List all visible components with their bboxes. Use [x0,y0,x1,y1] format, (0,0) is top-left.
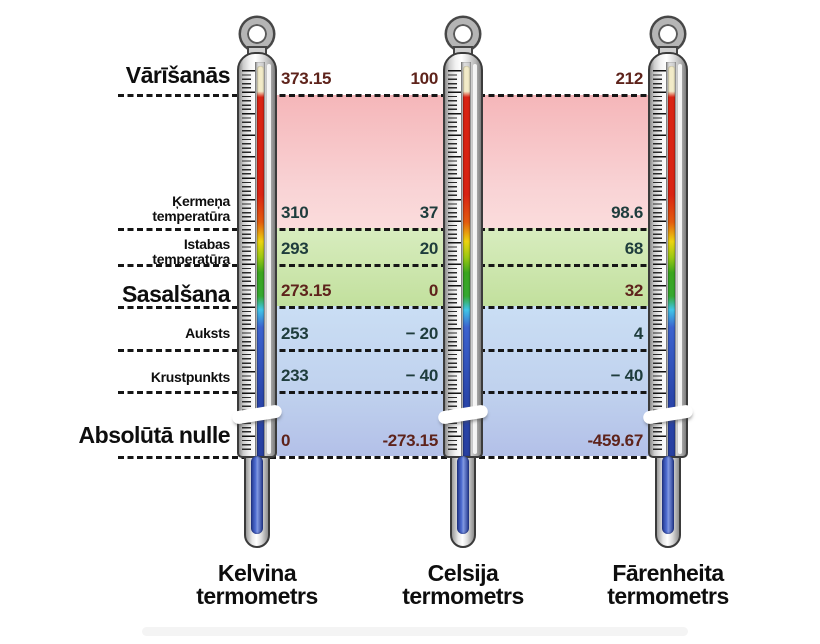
dashed-line-freezing [118,306,650,309]
dashed-line-absolute-zero [118,456,650,459]
value-celsius-freezing: 0 [428,281,438,300]
value-kelvin-freezing: 273.15 [281,281,332,300]
dashed-line-cross-point [118,391,650,394]
thermometer-name-fahrenheit: Fārenheita termometrs [573,562,763,608]
row-label-cross-point: Krustpunkts [150,369,230,385]
value-kelvin-room-temperature: 293 [281,239,309,258]
row-label-body-temperature-line2: temperatūra [152,208,230,224]
mercury-column [667,66,675,456]
dashed-line-room-temperature [118,264,650,267]
thermometer-name-kelvin-line1: Kelvina [217,560,297,586]
glass-tube [648,52,688,458]
bulb-fluid [251,456,263,534]
row-label-room-temperature-line2: temperatūra [152,251,230,267]
value-celsius-room-temperature: 20 [419,239,439,258]
value-fahrenheit-absolute-zero: -459.67 [587,431,643,450]
thermometer-name-celsius-line1: Celsija [427,560,499,586]
value-fahrenheit-freezing: 32 [624,281,644,300]
row-label-freezing: Sasalšana [121,281,231,307]
row-label-body-temperature: Ķermeņa temperatūra [10,194,230,224]
thermometer-name-kelvin: Kelvina termometrs [162,562,352,608]
thermometer-kelvin [231,16,283,548]
thermometer-fahrenheit [642,16,694,548]
bulb-fluid [662,456,674,534]
thermometer-name-fahrenheit-line2: termometrs [607,583,729,609]
glass-highlight [678,64,682,454]
glass-highlight [267,64,271,454]
row-label-absolute-zero: Absolūtā nulle [78,422,231,448]
value-fahrenheit-room-temperature: 68 [624,239,644,258]
value-fahrenheit-cross-point: − 40 [610,366,644,385]
tick-marks-major [242,70,256,450]
thermometer-name-kelvin-line2: termometrs [196,583,318,609]
value-kelvin-body-temperature: 310 [281,203,309,222]
value-kelvin-boiling: 373.15 [281,69,332,88]
value-celsius-boiling: 100 [410,69,439,88]
value-kelvin-cold: 253 [281,324,309,343]
dashed-line-body-temperature [118,228,650,231]
thermometer-name-celsius: Celsija termometrs [368,562,558,608]
row-label-boiling: Vārīšanās [125,62,231,88]
thermometer-celsius [437,16,489,548]
value-kelvin-cross-point: 233 [281,366,309,385]
tick-marks-major [448,70,462,450]
glass-highlight [473,64,477,454]
value-fahrenheit-body-temperature: 98.6 [611,203,643,222]
mercury-column [256,66,264,456]
bulb-fluid [457,456,469,534]
tick-marks-major [653,70,667,450]
row-label-room-temperature: Istabas temperatūra [10,237,230,267]
footer-shadow-bar [142,627,688,636]
dashed-line-cold [118,349,650,352]
glass-tube [237,52,277,458]
glass-tube [443,52,483,458]
thermometer-name-fahrenheit-line1: Fārenheita [612,560,724,586]
value-fahrenheit-boiling: 212 [615,69,644,88]
thermometer-name-celsius-line2: termometrs [402,583,524,609]
row-label-room-temperature-line1: Istabas [183,236,230,252]
value-fahrenheit-cold: 4 [633,324,643,343]
row-label-body-temperature-line1: Ķermeņa [172,193,230,209]
row-label-cold: Auksts [185,325,230,341]
value-celsius-absolute-zero: -273.15 [382,431,438,450]
mercury-column [462,66,470,456]
dashed-line-boiling [118,94,650,97]
value-celsius-cold: − 20 [405,324,439,343]
value-kelvin-absolute-zero: 0 [281,431,291,450]
value-celsius-body-temperature: 37 [419,203,439,222]
value-celsius-cross-point: − 40 [405,366,439,385]
